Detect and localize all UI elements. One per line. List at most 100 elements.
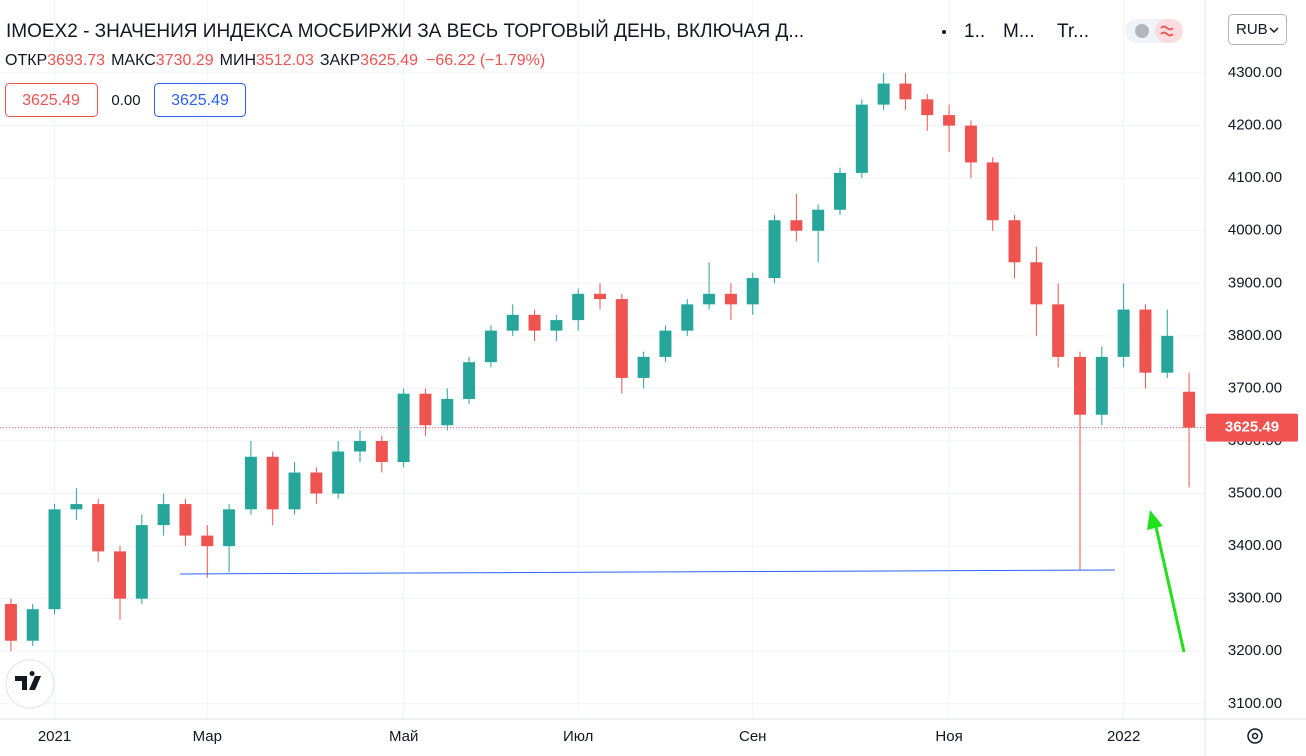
currency-dropdown[interactable]: [1228, 14, 1287, 45]
settings-icon-core: [1251, 732, 1259, 740]
symbol-title: IMOEX2 - ЗНАЧЕНИЯ ИНДЕКСА МОСБИРЖИ ЗА ВЕ…: [6, 20, 804, 42]
y-tick-label: 3400.00: [1228, 537, 1282, 554]
candle-body: [681, 304, 694, 331]
logo: [15, 671, 41, 690]
candle-body: [463, 362, 476, 399]
y-tick-label: 3500.00: [1228, 485, 1282, 502]
axes: 3100.003200.003300.003400.003500.003600.…: [38, 64, 1298, 745]
y-tick-label: 4300.00: [1228, 64, 1282, 81]
source[interactable]: Tr...: [1057, 21, 1089, 42]
candle-body: [48, 509, 61, 610]
candle-body: [1052, 304, 1065, 357]
candle-body: [746, 278, 759, 305]
candle-body: [135, 525, 148, 599]
candle-body: [703, 293, 716, 305]
exchange[interactable]: М...: [1003, 21, 1035, 42]
close-label: ЗАКР: [320, 52, 360, 69]
candle-body: [92, 504, 105, 552]
candle-body: [288, 472, 301, 510]
candle-body: [26, 609, 39, 641]
y-tick-label: 3300.00: [1228, 590, 1282, 607]
candle-body: [615, 299, 628, 378]
y-tick-label: 4000.00: [1228, 222, 1282, 239]
candle-body: [594, 293, 606, 300]
high-label: МАКС: [111, 52, 156, 69]
y-tick-label: 3900.00: [1228, 274, 1282, 291]
candle-body: [1008, 220, 1021, 263]
price-label-box: [1206, 413, 1298, 442]
candle-body: [1183, 391, 1196, 428]
sell-box[interactable]: [5, 83, 98, 117]
interval[interactable]: 1..: [964, 21, 985, 42]
candle-body: [484, 330, 497, 363]
y-tick-label: 3700.00: [1228, 379, 1282, 396]
candle-body: [1074, 356, 1086, 415]
y-tick-label: 4200.00: [1228, 117, 1282, 134]
buy-box[interactable]: [154, 83, 246, 117]
x-tick-label: 2022: [1107, 728, 1140, 745]
candle-body: [768, 220, 781, 279]
candle-body: [223, 509, 236, 547]
candle-body: [637, 356, 650, 378]
candle-body: [834, 172, 846, 210]
y-tick-label: 3800.00: [1228, 327, 1282, 344]
candle-body: [114, 551, 126, 599]
separator: [942, 30, 946, 34]
candle-body: [179, 504, 192, 536]
candle-body: [441, 398, 454, 426]
candle-body: [310, 472, 323, 494]
change: −66.22 (−1.79%): [426, 52, 545, 69]
candle-body: [244, 456, 257, 510]
y-tick-label: 3100.00: [1228, 695, 1282, 712]
candle-body: [855, 104, 868, 173]
currency: RUB: [1236, 21, 1268, 38]
x-tick-label: Май: [389, 728, 418, 745]
candle-body: [332, 451, 345, 494]
candle-body: [943, 115, 956, 126]
candle-body: [1117, 309, 1130, 357]
candle-body: [419, 393, 432, 426]
candle-body: [1030, 262, 1043, 305]
candle-body: [877, 83, 890, 105]
candle-body: [790, 220, 803, 231]
logo-badge[interactable]: [5, 659, 55, 709]
y-tick-label: 3200.00: [1228, 642, 1282, 659]
candles: [0, 73, 1205, 652]
candle-body: [659, 330, 672, 357]
trend-line: [179, 569, 1116, 575]
x-tick-label: Мар: [193, 728, 222, 745]
x-tick-label: Ноя: [935, 728, 962, 745]
candle-body: [266, 456, 279, 510]
toggle-active: [1155, 19, 1183, 43]
x-tick-label: Июл: [563, 728, 593, 745]
high-value: 3730.29: [156, 52, 214, 69]
candle-body: [964, 125, 977, 163]
candle-body: [201, 535, 214, 547]
open-label: ОТКР: [5, 52, 47, 69]
y-tick-label: 4100.00: [1228, 169, 1282, 186]
arrow-head: [1147, 510, 1163, 530]
candle-body: [354, 440, 366, 452]
candle-body: [921, 99, 934, 116]
open-value: 3693.73: [47, 52, 105, 69]
candle-body: [157, 504, 170, 526]
candle-body: [4, 603, 17, 641]
x-tick-label: 2021: [38, 728, 71, 745]
x-tick-label: Сен: [739, 728, 766, 745]
candle-body: [506, 314, 519, 331]
grid: [0, 0, 1205, 719]
candle-body: [986, 162, 999, 221]
low-value: 3512.03: [256, 52, 314, 69]
sell-price: 3625.49: [22, 92, 80, 109]
settings-icon[interactable]: [1247, 728, 1263, 744]
close-value: 3625.49: [360, 52, 418, 69]
candle-body: [397, 393, 410, 463]
candle-body: [528, 314, 541, 331]
candle-body: [899, 83, 912, 100]
ohlc-line: ОТКР3693.73 МАКС3730.29 МИН3512.03 ЗАКР3625…: [5, 52, 545, 69]
candle-body: [724, 293, 737, 305]
candle-body: [1095, 356, 1108, 415]
chevron: [1269, 27, 1279, 34]
candle-body: [1139, 309, 1152, 373]
